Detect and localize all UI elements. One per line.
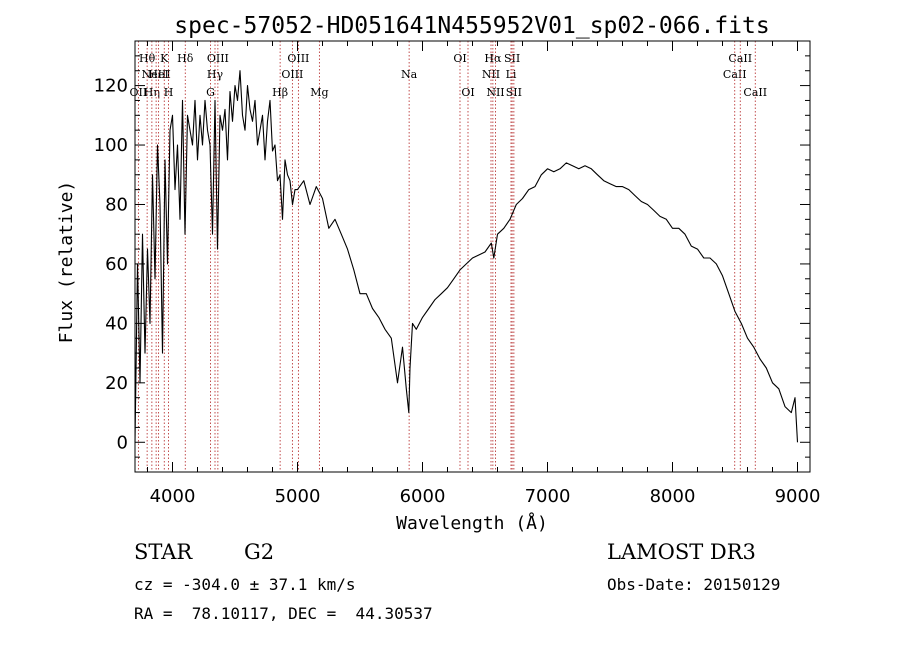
line-marker-label: SII bbox=[504, 52, 520, 65]
line-marker-label: OI bbox=[461, 86, 474, 99]
line-marker-label: OII bbox=[130, 86, 148, 99]
line-marker-label: NeIII bbox=[142, 68, 171, 81]
line-marker-label: HeI bbox=[148, 68, 168, 81]
y-tick-label: 80 bbox=[105, 194, 128, 215]
line-marker-label: Hθ bbox=[139, 52, 156, 65]
x-tick-label: 7000 bbox=[525, 486, 571, 507]
x-tick-label: 6000 bbox=[400, 486, 446, 507]
y-tick-label: 20 bbox=[105, 373, 128, 394]
y-axis-label: Flux (relative) bbox=[56, 181, 77, 344]
line-marker-label: CaII bbox=[728, 52, 752, 65]
line-marker-label: K bbox=[160, 52, 169, 65]
line-marker-label: OIII bbox=[281, 68, 303, 81]
line-marker-label: OI bbox=[453, 52, 466, 65]
line-marker-label: CaII bbox=[743, 86, 767, 99]
line-marker-label: NII bbox=[486, 86, 504, 99]
line-marker-label: Hδ bbox=[177, 52, 194, 65]
plot-frame bbox=[134, 40, 811, 473]
y-ticks: 0 20 40 60 80 100 120 bbox=[94, 55, 810, 473]
line-marker-label: Mg bbox=[310, 86, 328, 99]
axes bbox=[134, 40, 811, 473]
y-tick-label: 100 bbox=[94, 135, 128, 156]
redshift-readout: cz = -304.0 ± 37.1 km/s bbox=[134, 575, 356, 594]
line-marker-label: G bbox=[206, 86, 215, 99]
y-tick-label: 120 bbox=[94, 76, 128, 97]
line-marker-label: OIII bbox=[207, 52, 229, 65]
line-marker-label: NII bbox=[482, 68, 500, 81]
coordinates: RA = 78.10117, DEC = 44.30537 bbox=[134, 604, 433, 623]
y-tick-label: 40 bbox=[105, 313, 128, 334]
x-axis-label: Wavelength (Å) bbox=[396, 512, 548, 534]
line-marker-label: Hγ bbox=[207, 68, 224, 81]
line-marker-label: Hβ bbox=[272, 86, 288, 99]
survey-name: LAMOST DR3 bbox=[607, 540, 756, 564]
line-marker-label: Na bbox=[401, 68, 418, 81]
line-marker-label: OIII bbox=[287, 52, 309, 65]
line-marker-label: Li bbox=[506, 68, 517, 81]
line-marker-label: CaII bbox=[723, 68, 747, 81]
line-marker-label: Hη bbox=[144, 86, 160, 99]
x-tick-label: 5000 bbox=[275, 486, 321, 507]
x-tick-label: 9000 bbox=[775, 486, 821, 507]
subclass: G2 bbox=[244, 540, 275, 564]
object-class: STAR bbox=[134, 540, 193, 564]
y-tick-label: 60 bbox=[105, 254, 128, 275]
line-marker-label: SII bbox=[506, 86, 522, 99]
x-ticks: 4000 5000 6000 7000 8000 9000 bbox=[147, 41, 821, 507]
obs-date: Obs-Date: 20150129 bbox=[607, 575, 781, 594]
line-marker-label: H bbox=[164, 86, 174, 99]
x-tick-label: 8000 bbox=[650, 486, 696, 507]
spectrum-line bbox=[134, 70, 799, 443]
chart-title: spec-57052-HD051641N455952V01_sp02-066.f… bbox=[174, 13, 769, 39]
y-tick-label: 0 bbox=[117, 432, 128, 453]
x-tick-label: 4000 bbox=[150, 486, 196, 507]
line-marker-label: Hα bbox=[484, 52, 502, 65]
